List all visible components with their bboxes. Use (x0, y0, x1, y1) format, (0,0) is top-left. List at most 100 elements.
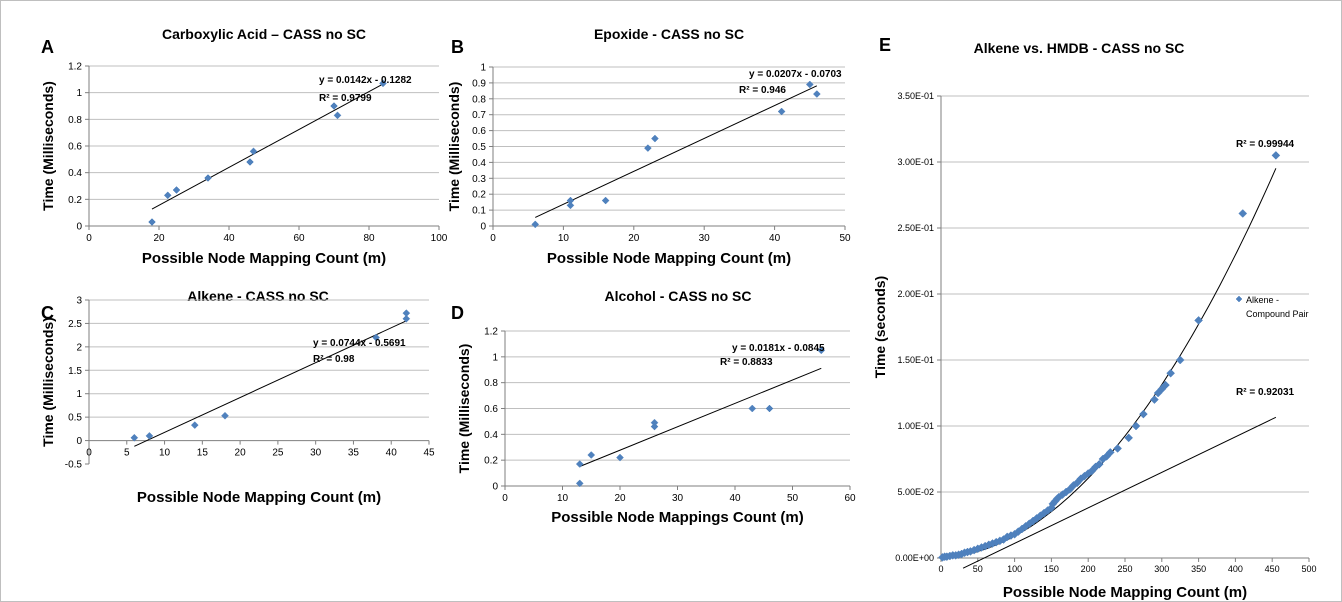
panel-b-y-tick-label: 0.5 (472, 142, 486, 153)
panel-d-y-tick-label: 1.2 (484, 327, 498, 338)
panel-c-x-tick-label: 45 (423, 448, 435, 459)
panel-e-x-tick-label: 150 (1044, 564, 1059, 574)
panel-e-y-tick-label: 1.00E-01 (897, 421, 934, 431)
panel-b-letter: B (451, 37, 464, 57)
panel-e-data-point (1166, 368, 1175, 378)
panel-c-x-tick-label: 25 (272, 448, 284, 459)
panel-b-data-point (644, 144, 652, 152)
panel-a-y-tick-label: 0.8 (68, 115, 82, 126)
panel-c-y-tick-label: -0.5 (65, 460, 83, 471)
panel-d-letter: D (451, 303, 464, 323)
panel-e-x-tick-label: 450 (1265, 564, 1280, 574)
panel-d-x-tick-label: 0 (502, 493, 508, 504)
panel-d-data-point (575, 479, 584, 488)
panel-d-y-axis-label: Time (Milliseconds) (456, 344, 472, 474)
panel-c-y-axis-label: Time (Milliseconds) (40, 317, 56, 447)
panel-c-data-point (221, 411, 229, 420)
panel-d-data-point (765, 404, 774, 413)
panel-a-data-point (330, 102, 338, 110)
panel-e-data-point (1131, 421, 1141, 431)
panel-b-y-axis-label: Time (Milliseconds) (446, 82, 462, 212)
panel-c-y-tick-label: 1 (76, 389, 82, 400)
panel-d-x-tick-label: 40 (729, 493, 741, 504)
panel-e-annotation: R² = 0.92031 (1236, 387, 1295, 398)
panel-c-x-tick-label: 15 (197, 448, 209, 459)
panel-a-x-tick-label: 100 (431, 233, 448, 244)
panel-e-x-tick-label: 300 (1154, 564, 1169, 574)
panel-a-y-tick-label: 0 (76, 222, 82, 233)
panel-b-y-tick-label: 0.6 (472, 126, 486, 137)
panel-a-data-point (163, 191, 172, 200)
panel-c-data-point (402, 309, 411, 317)
panel-e-data-point (1124, 433, 1134, 443)
panel-a-title: Carboxylic Acid – CASS no SC (162, 26, 366, 42)
panel-c-x-tick-label: 20 (235, 448, 247, 459)
panel-e-data-point (1139, 409, 1148, 419)
panel-a-annotation: R² = 0.9799 (319, 93, 372, 104)
panel-a-x-axis-label: Possible Node Mapping Count (m) (142, 250, 386, 267)
panel-e-annotation: R² = 0.99944 (1236, 139, 1295, 150)
panel-a-data-point (379, 79, 387, 88)
panel-b-y-tick-label: 0 (480, 222, 486, 233)
panel-a-y-tick-label: 0.2 (68, 195, 82, 206)
panel-c-data-point (190, 421, 199, 429)
panel-d-y-tick-label: 0 (492, 482, 498, 493)
panel-d-x-tick-label: 60 (844, 493, 856, 504)
panel-a-x-tick-label: 40 (223, 233, 235, 244)
panel-c-x-tick-label: 10 (159, 448, 171, 459)
panel-b-y-tick-label: 1 (480, 63, 486, 74)
panel-a-y-tick-label: 1 (76, 88, 82, 99)
panel-e-letter: E (879, 35, 891, 55)
panel-c-y-tick-label: 0 (76, 436, 82, 447)
panel-d-x-tick-label: 20 (614, 493, 626, 504)
panel-b-x-tick-label: 30 (699, 233, 711, 244)
panel-e-data-point (1238, 209, 1248, 218)
panel-d-data-point (650, 422, 659, 431)
panel-e-data-point (1094, 459, 1104, 469)
panel-a-data-point (333, 111, 342, 120)
panel-e-data-point (1105, 448, 1115, 457)
panel-b-data-point (812, 90, 821, 98)
panel-c-data-point (402, 314, 411, 323)
panel-e-x-axis-label: Possible Node Mapping Count (m) (1003, 584, 1247, 601)
panel-a-trendline-linear (151, 83, 384, 210)
panel-b-y-tick-label: 0.3 (472, 174, 486, 185)
panel-e-x-tick-label: 0 (938, 564, 943, 574)
panel-d-x-tick-label: 30 (672, 493, 684, 504)
panel-d-annotation: R² = 0.8833 (720, 357, 773, 368)
panel-a-y-axis-label: Time (Milliseconds) (40, 81, 56, 211)
panel-b-y-tick-label: 0.9 (472, 78, 486, 89)
panel-e-trendline-poly (940, 168, 1277, 559)
panel-d-trendline-linear (579, 367, 822, 467)
panel-e-data-point (1150, 395, 1159, 404)
panel-c-y-tick-label: 1.5 (68, 366, 82, 377)
panel-a-y-tick-label: 0.6 (68, 142, 82, 153)
panel-e-y-tick-label: 3.00E-01 (897, 157, 934, 167)
panel-b-data-point (777, 107, 786, 116)
panel-e-data-point (1194, 316, 1203, 325)
panel-d-title: Alcohol - CASS no SC (605, 288, 752, 304)
panel-e-y-tick-label: 1.50E-01 (897, 355, 934, 365)
panel-e-x-tick-label: 250 (1117, 564, 1132, 574)
panel-e-x-tick-label: 350 (1191, 564, 1206, 574)
panel-c-data-point (372, 333, 380, 342)
panel-e-legend-marker (1235, 295, 1243, 303)
panel-e-y-axis-label: Time (seconds) (872, 276, 888, 378)
panel-a-x-tick-label: 60 (293, 233, 305, 244)
panel-b-x-tick-label: 10 (558, 233, 570, 244)
panel-c-x-tick-label: 0 (86, 448, 92, 459)
panel-b-y-tick-label: 0.4 (472, 158, 486, 169)
panel-e-trendline-linear (962, 416, 1277, 569)
panel-d-data-point (748, 404, 757, 413)
panel-a-data-point (249, 147, 258, 156)
panel-e-x-tick-label: 500 (1301, 564, 1316, 574)
panel-e-legend-label: Alkene - (1246, 295, 1279, 305)
panel-d-x-tick-label: 10 (557, 493, 569, 504)
panel-c-title: Alkene - CASS no SC (187, 288, 329, 304)
panel-a-data-point (246, 158, 254, 166)
panel-b-x-tick-label: 20 (628, 233, 640, 244)
panel-d-y-tick-label: 1 (492, 352, 498, 363)
panel-e-x-tick-label: 100 (1007, 564, 1022, 574)
